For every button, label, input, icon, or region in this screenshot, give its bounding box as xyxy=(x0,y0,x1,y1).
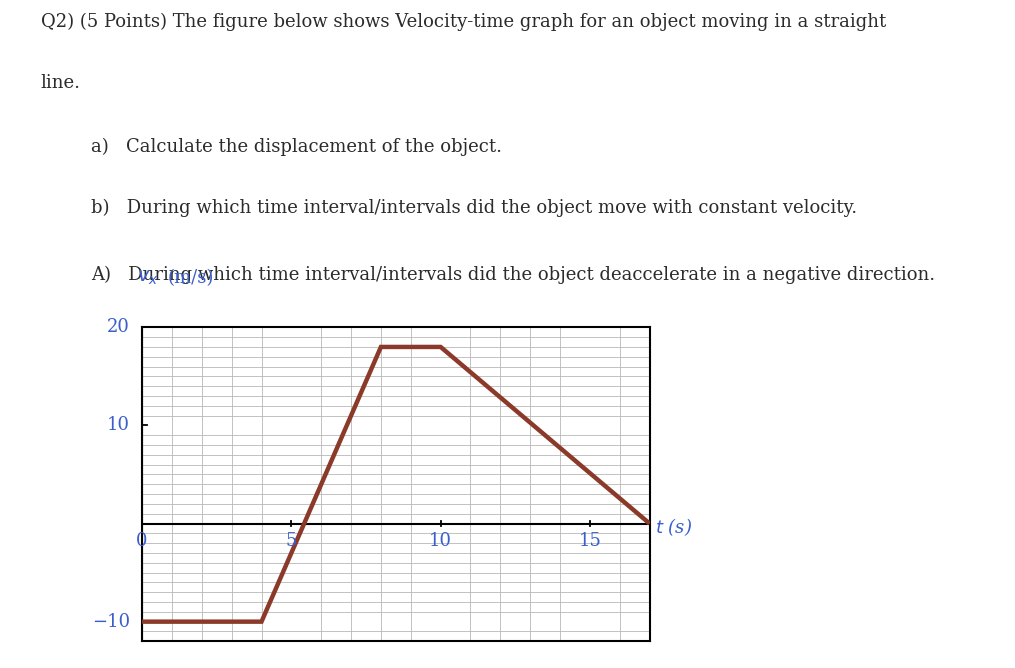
Text: $v_x$: $v_x$ xyxy=(137,269,158,287)
Text: −10: −10 xyxy=(92,613,130,631)
Text: A)   During which time interval/intervals did the object deaccelerate in a negat: A) During which time interval/intervals … xyxy=(91,266,936,285)
Text: line.: line. xyxy=(41,73,80,92)
Text: 0: 0 xyxy=(136,532,148,550)
Text: 15: 15 xyxy=(579,532,601,550)
Text: $t$ (s): $t$ (s) xyxy=(655,516,692,538)
Text: 10: 10 xyxy=(429,532,452,550)
Text: 5: 5 xyxy=(285,532,297,550)
Text: a)   Calculate the displacement of the object.: a) Calculate the displacement of the obj… xyxy=(91,138,502,156)
Text: 20: 20 xyxy=(108,319,130,336)
Text: b)   During which time interval/intervals did the object move with constant velo: b) During which time interval/intervals … xyxy=(91,199,858,217)
Text: (m/s): (m/s) xyxy=(167,269,214,287)
Text: Q2) (5 Points) The figure below shows Velocity-time graph for an object moving i: Q2) (5 Points) The figure below shows Ve… xyxy=(41,13,886,31)
Text: 10: 10 xyxy=(108,416,130,434)
